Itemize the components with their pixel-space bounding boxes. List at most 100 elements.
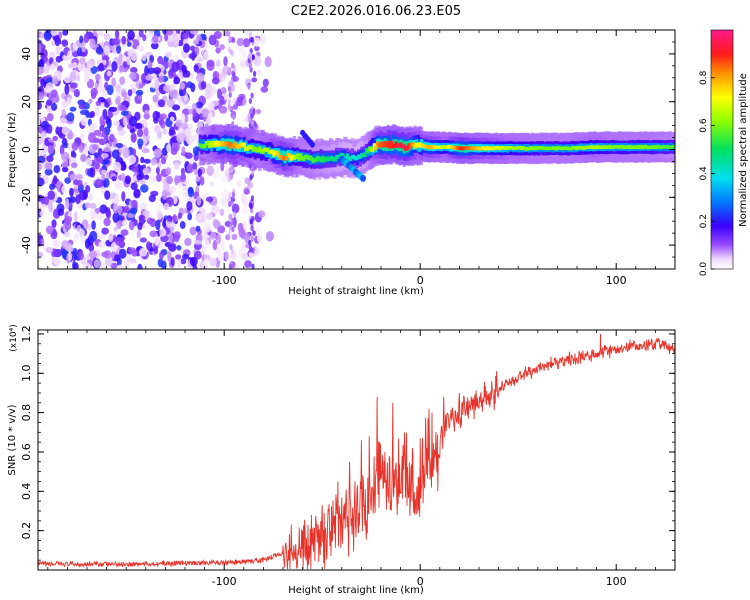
noise-blob [39, 211, 44, 217]
noise-blob [183, 43, 190, 53]
ridge-cell [288, 153, 292, 158]
noise-blob [187, 212, 193, 221]
noise-blob [231, 203, 240, 214]
noise-blob [80, 132, 84, 142]
noise-blob [121, 220, 127, 227]
ridge-cell [208, 143, 212, 148]
noise-blob [131, 199, 138, 208]
spectrogram-xtick-label: 100 [606, 274, 627, 287]
noise-blob [205, 196, 214, 202]
noise-blob [94, 207, 100, 214]
noise-blob [44, 162, 53, 170]
noise-blob [111, 61, 118, 72]
noise-blob [44, 168, 53, 176]
noise-blob [94, 106, 100, 117]
noise-blob [258, 210, 266, 218]
noise-blob [181, 64, 187, 74]
snr-ytick-label: 0.6 [20, 443, 33, 461]
noise-blob [121, 191, 126, 202]
noise-blob [254, 45, 260, 52]
noise-blob [184, 152, 193, 159]
noise-blob [208, 112, 213, 119]
noise-blob [206, 212, 213, 221]
noise-blob [57, 74, 62, 81]
noise-blob [96, 85, 106, 93]
noise-streak [227, 85, 232, 92]
noise-blob [217, 251, 225, 262]
ridge-cell [408, 144, 412, 150]
ridge-cell [270, 149, 274, 154]
ridge-spur [309, 141, 315, 148]
noise-blob [195, 225, 201, 232]
noise-blob [135, 122, 143, 130]
noise-blob [170, 116, 175, 122]
ridge-cell [285, 155, 289, 161]
noise-blob [103, 147, 111, 153]
noise-streak [249, 174, 253, 181]
noise-blob [81, 234, 85, 245]
noise-blob [68, 63, 75, 69]
noise-blob [231, 233, 238, 241]
noise-blob [191, 50, 196, 62]
noise-blob [224, 250, 229, 261]
noise-blob [189, 45, 196, 52]
noise-blob [38, 177, 45, 187]
noise-blob [83, 67, 93, 77]
noise-blob [85, 110, 90, 118]
noise-blob [193, 250, 202, 260]
noise-blob [115, 97, 120, 105]
noise-blob [41, 130, 47, 138]
snr-ytick-label: 0.2 [20, 522, 33, 540]
noise-blob [103, 32, 111, 41]
noise-streak [229, 213, 233, 220]
noise-blob [113, 202, 118, 211]
noise-blob [212, 218, 219, 228]
noise-blob [192, 162, 198, 170]
noise-blob [63, 76, 72, 84]
noise-blob [221, 175, 228, 183]
noise-blob [115, 237, 124, 246]
noise-blob [44, 30, 53, 40]
noise-blob [251, 77, 258, 83]
ridge-cell [386, 141, 391, 146]
noise-blob [130, 182, 138, 191]
noise-blob [219, 208, 225, 216]
noise-blob [189, 256, 198, 267]
noise-blob [176, 132, 184, 143]
noise-blob [186, 201, 193, 211]
ridge-cell [634, 145, 638, 149]
noise-streak [230, 248, 235, 255]
noise-blob [157, 258, 164, 268]
spectrogram-xtick-label: -100 [212, 274, 237, 287]
noise-blob [176, 30, 181, 34]
noise-blob [50, 89, 58, 98]
noise-blob [196, 212, 203, 223]
noise-blob [137, 263, 143, 269]
noise-blob [138, 171, 145, 180]
noise-blob [244, 188, 250, 195]
ridge-hook [360, 174, 366, 182]
noise-blob [154, 235, 160, 246]
ridge-cell [531, 146, 535, 151]
ridge-cell [346, 153, 350, 158]
snr-xtick-label: 100 [606, 575, 627, 588]
noise-blob [64, 231, 71, 238]
noise-blob [244, 260, 252, 269]
noise-blob [61, 185, 67, 194]
snr-xtick-label: 0 [417, 575, 424, 588]
noise-streak [231, 226, 235, 233]
spectrogram-ytick-label: -20 [20, 188, 33, 206]
ridge-cell [341, 153, 345, 158]
noise-blob [163, 84, 172, 92]
noise-blob [219, 95, 225, 106]
noise-blob [174, 175, 179, 186]
noise-blob [183, 114, 189, 123]
noise-blob [124, 175, 132, 185]
noise-blob [165, 30, 174, 36]
noise-blob [95, 100, 102, 107]
noise-blob [201, 108, 210, 119]
noise-blob [55, 181, 62, 188]
noise-blob [88, 132, 96, 144]
noise-blob [165, 51, 172, 58]
